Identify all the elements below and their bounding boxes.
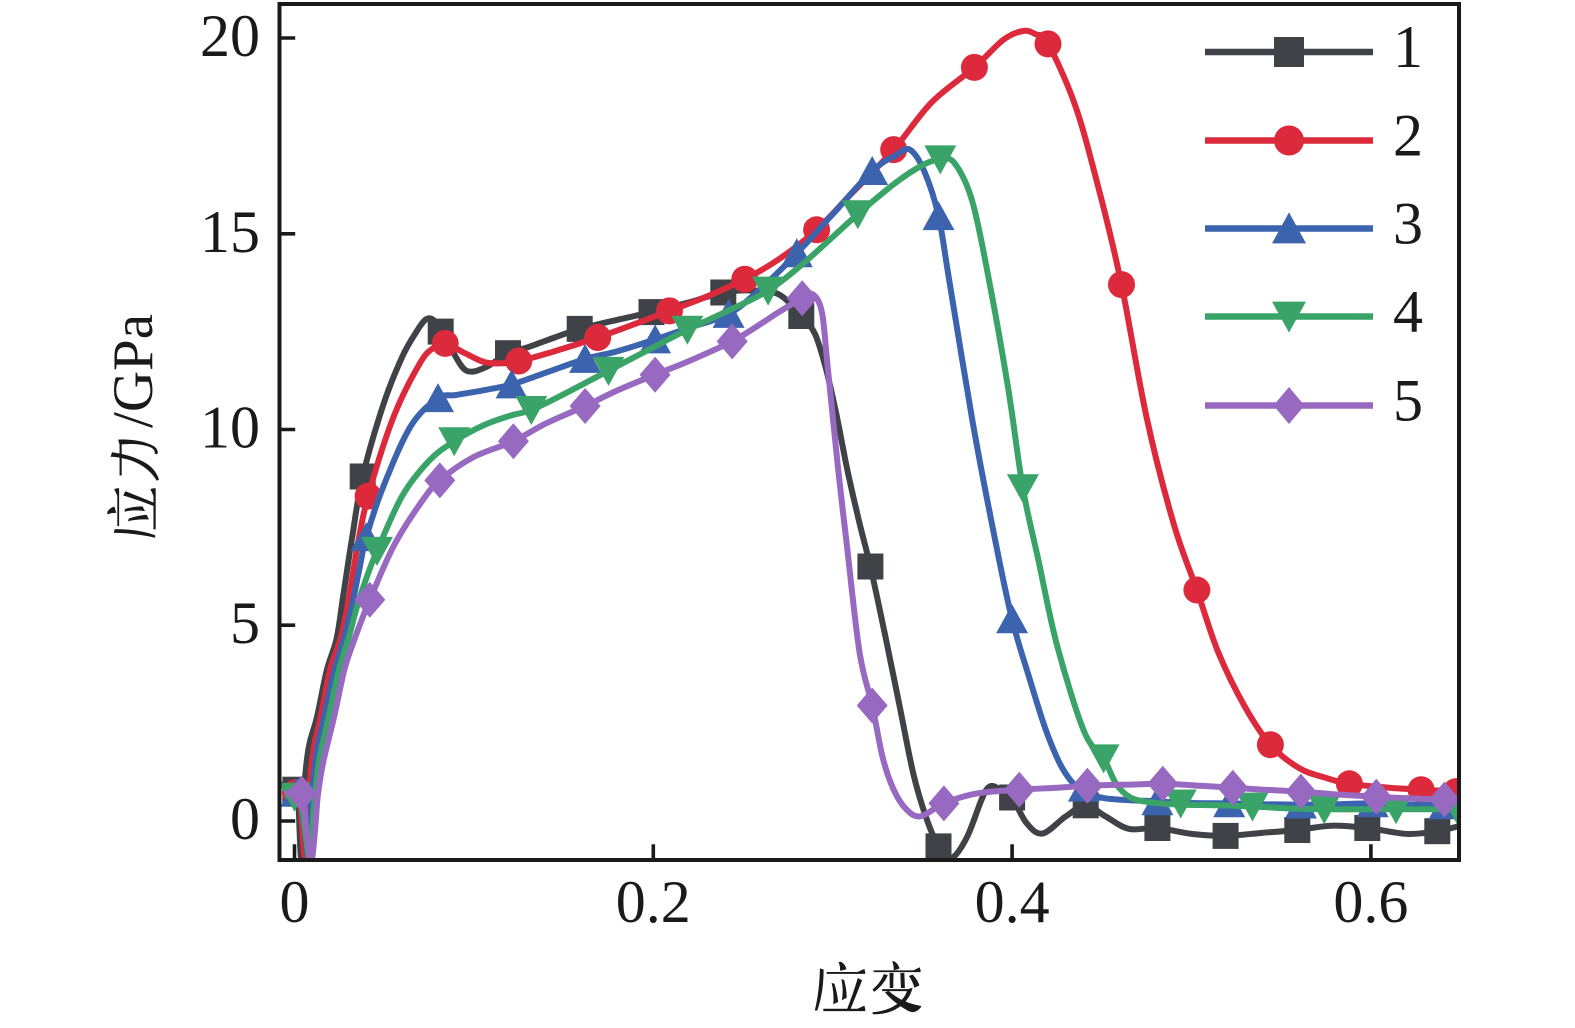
svg-text:15: 15 — [200, 199, 260, 265]
svg-text:5: 5 — [1393, 368, 1423, 434]
svg-text:0.4: 0.4 — [975, 869, 1050, 935]
svg-text:0: 0 — [230, 786, 260, 852]
svg-text:20: 20 — [200, 3, 260, 69]
svg-text:1: 1 — [1393, 14, 1423, 80]
svg-text:4: 4 — [1393, 279, 1423, 345]
svg-text:0: 0 — [280, 869, 310, 935]
svg-text:3: 3 — [1393, 191, 1423, 257]
svg-text:2: 2 — [1393, 103, 1423, 169]
svg-text:10: 10 — [200, 395, 260, 461]
svg-text:0.2: 0.2 — [616, 869, 691, 935]
svg-text:0.6: 0.6 — [1333, 869, 1408, 935]
svg-text:5: 5 — [230, 590, 260, 656]
svg-text:/GPa: /GPa — [102, 314, 165, 428]
